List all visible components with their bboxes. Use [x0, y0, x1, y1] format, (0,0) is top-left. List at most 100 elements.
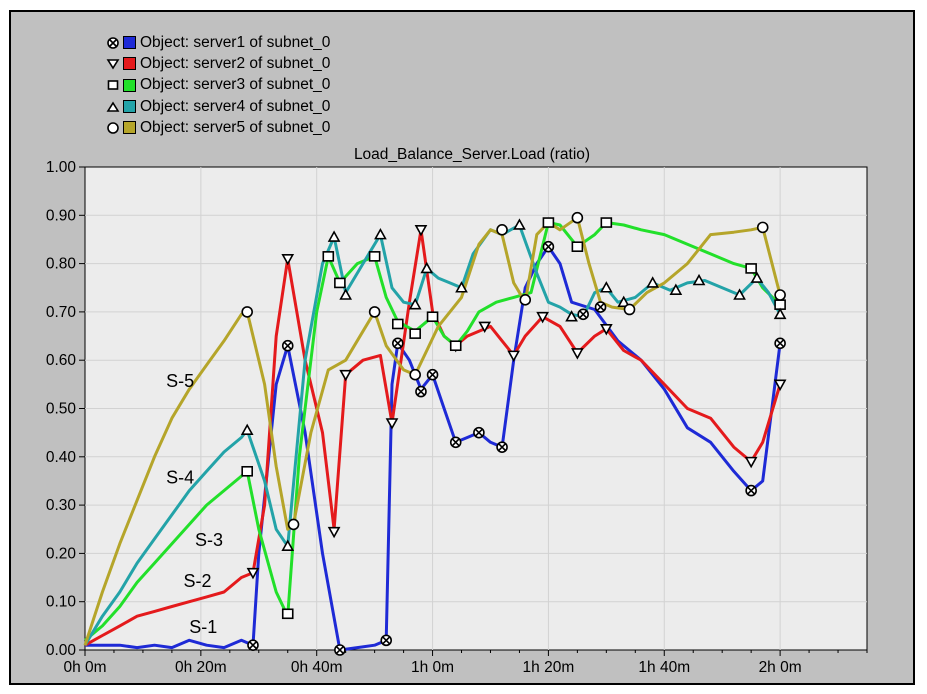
data-point-server4 — [565, 310, 578, 322]
data-point-server1-cross — [776, 339, 784, 348]
data-point-server1-cross — [428, 370, 437, 379]
y-tick-label: 1.00 — [46, 159, 77, 176]
x-tick-label: 1h 20m — [523, 659, 575, 676]
y-tick-label: 0.10 — [46, 594, 77, 611]
y-tick-label: 0.40 — [46, 449, 77, 466]
x-tick-label: 0h 0m — [63, 659, 106, 676]
data-point-server2 — [339, 369, 353, 382]
data-point-server4 — [281, 539, 295, 551]
data-point-server4 — [339, 288, 353, 300]
x-tick-label: 2h 0m — [759, 659, 802, 676]
data-point-server2 — [744, 456, 758, 469]
series-annotation: S-4 — [166, 467, 194, 487]
y-tick-label: 0.50 — [46, 401, 77, 418]
data-point-server4 — [455, 281, 468, 293]
data-point-server5 — [571, 211, 584, 224]
data-point-server4 — [773, 307, 787, 320]
y-tick-label: 0.00 — [46, 642, 77, 659]
series-annotation: S-2 — [183, 571, 211, 591]
data-point-server3 — [409, 328, 421, 339]
y-tick-label: 0.30 — [46, 497, 77, 514]
data-point-server5 — [496, 223, 508, 236]
series-annotation: S-5 — [166, 371, 194, 391]
triangle-down-marker-icon — [106, 59, 120, 70]
data-point-server4 — [240, 423, 254, 436]
data-point-server2 — [773, 379, 787, 391]
circle-marker-icon — [107, 122, 119, 134]
data-point-server4 — [513, 218, 526, 230]
data-point-server3 — [281, 608, 294, 620]
data-point-server3 — [322, 251, 335, 262]
data-point-server1-cross — [249, 641, 257, 649]
triangle-up-marker-icon — [106, 101, 120, 112]
y-tick-label: 0.80 — [46, 256, 77, 273]
data-point-server5 — [241, 306, 253, 318]
data-point-server3 — [571, 241, 584, 252]
legend-item: Object: server4 of subnet_0 — [106, 96, 330, 117]
series-annotation: S-1 — [189, 617, 217, 637]
chart-title: Load_Balance_Server.Load (ratio) — [354, 146, 590, 163]
data-point-server2 — [536, 311, 549, 324]
y-tick-label: 0.70 — [46, 304, 77, 321]
data-point-server1-cross — [336, 646, 344, 654]
legend-swatch — [123, 100, 136, 114]
data-point-server1-cross — [544, 242, 553, 251]
data-point-server4 — [327, 230, 341, 242]
data-point-server2 — [571, 348, 584, 360]
data-point-server4 — [599, 281, 613, 293]
data-point-server5 — [756, 221, 769, 234]
x-tick-label: 1h 40m — [638, 659, 690, 676]
data-point-server4 — [617, 295, 631, 308]
plot-area: 0.00 0.10 0.20 0.30 0.40 0.50 0.60 0.70 0.80 0.90… — [46, 159, 868, 676]
data-point-server2 — [246, 567, 260, 580]
data-point-server1-cross — [283, 341, 292, 350]
data-point-server4 — [420, 261, 434, 274]
data-point-server4 — [733, 288, 746, 300]
data-point-server1-cross — [382, 636, 390, 645]
data-point-server4 — [750, 271, 764, 283]
data-point-server2 — [414, 224, 428, 237]
data-point-server2 — [478, 321, 492, 334]
data-point-server5 — [774, 289, 786, 301]
data-point-server4 — [374, 227, 387, 240]
data-point-server4 — [408, 298, 422, 310]
legend-item: Object: server1 of subnet_0 — [106, 32, 330, 53]
data-point-server1-cross — [596, 303, 605, 311]
data-point-server1-cross — [747, 486, 755, 495]
data-point-server4 — [692, 273, 706, 286]
square-marker-icon — [107, 80, 119, 91]
data-point-server5 — [287, 518, 300, 531]
legend-item: Object: server5 of subnet_0 — [106, 117, 330, 138]
legend-swatch — [123, 36, 136, 50]
data-point-server4 — [646, 276, 660, 288]
data-point-server1-cross — [579, 310, 587, 319]
legend-label: Object: server2 of subnet_0 — [140, 54, 331, 72]
x-circle-marker-icon — [107, 36, 119, 49]
data-point-server3 — [368, 251, 381, 262]
x-tick-label: 1h 0m — [411, 659, 454, 676]
data-point-server3 — [745, 263, 757, 274]
data-point-server5 — [519, 294, 532, 306]
data-point-server3 — [600, 217, 613, 228]
data-point-server1-cross — [394, 339, 402, 348]
data-point-server1-cross — [451, 438, 460, 447]
y-tick-label: 0.60 — [46, 352, 77, 369]
data-point-server2 — [599, 324, 613, 336]
data-point-server2 — [327, 526, 341, 539]
y-tick-label: 0.90 — [46, 207, 77, 224]
data-point-server4 — [669, 283, 683, 295]
data-point-server3 — [426, 311, 439, 323]
legend-item: Object: server2 of subnet_0 — [106, 53, 330, 74]
data-point-server1-cross — [417, 387, 425, 396]
legend-swatch — [123, 121, 136, 135]
data-point-server5 — [623, 303, 636, 316]
legend-item: Object: server3 of subnet_0 — [106, 75, 330, 96]
data-point-server3 — [391, 318, 404, 330]
data-point-server3 — [241, 465, 253, 477]
legend-swatch — [123, 78, 136, 92]
data-point-server3 — [449, 340, 462, 352]
series-annotation: S-3 — [195, 530, 223, 550]
data-point-server3 — [542, 217, 555, 228]
data-point-server5 — [368, 306, 381, 318]
